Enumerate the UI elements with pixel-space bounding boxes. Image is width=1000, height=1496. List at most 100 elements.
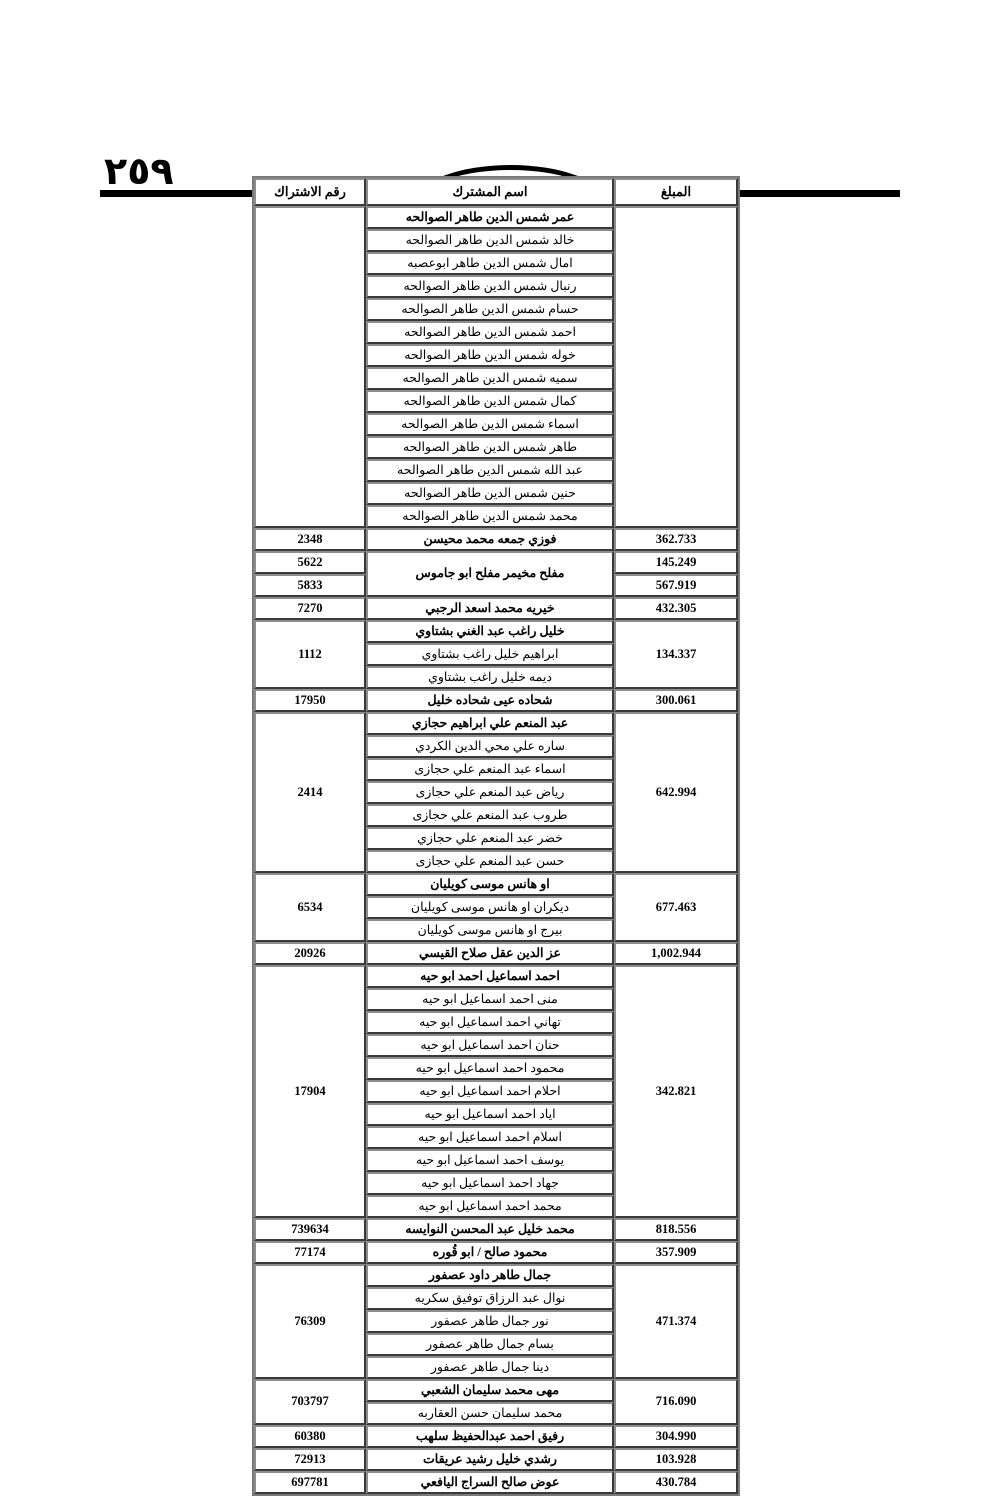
subscription-number-cell: 2414 [254,712,366,873]
subscriber-name-cell: محمد احمد اسماعيل ابو حيه [366,1195,614,1218]
amount-cell: 642.994 [614,712,738,873]
subscriber-name-cell: محمود احمد اسماعيل ابو حيه [366,1057,614,1080]
table-row: اياد احمد اسماعيل ابو حيه [254,1103,738,1126]
table-row: اسماء شمس الدين طاهر الصوالحه [254,413,738,436]
table-row: ساره علي محي الدين الكردي [254,735,738,758]
subscriber-name-cell: سميه شمس الدين طاهر الصوالحه [366,367,614,390]
table-row: طروب عبد المنعم علي حجازى [254,804,738,827]
subscriber-name-cell: مهى محمد سليمان الشعبي [366,1379,614,1402]
column-header-name: اسم المشترك [366,178,614,206]
table-row: احمد شمس الدين طاهر الصوالحه [254,321,738,344]
subscriber-name-cell: اسماء عبد المنعم علي حجازى [366,758,614,781]
table-row: نوال عبد الرزاق توفيق سكريه [254,1287,738,1310]
table-row: جهاد احمد اسماعيل ابو حيه [254,1172,738,1195]
subscriber-name-cell: محمد خليل عبد المحسن النوايسه [366,1218,614,1241]
subscriber-name-cell: منى احمد اسماعيل ابو حيه [366,988,614,1011]
subscriber-name-cell: ديمه خليل راغب بشتاوي [366,666,614,689]
subscribers-table: المبلغ اسم المشترك رقم الاشتراك عمر شمس … [252,176,740,1496]
subscriber-name-cell: خيريه محمد اسعد الرجبي [366,597,614,620]
table-row: 677.463 او هانس موسى كويليان 6534 [254,873,738,942]
subscription-number-cell: 60380 [254,1425,366,1448]
subscription-number-cell: 17950 [254,689,366,712]
table-row: محمد احمد اسماعيل ابو حيه [254,1195,738,1218]
subscriber-name-cell: عمر شمس الدين طاهر الصوالحه [366,206,614,229]
subscriber-name-cell: ابراهيم خليل راغب بشتاوي [366,643,614,666]
page-header: ٢٥٩ الجريدة الرسمية [0,78,1000,237]
table-row: عبد الله شمس الدين طاهر الصوالحه [254,459,738,482]
amount-cell: 304.990 [614,1425,738,1448]
table-row: 145.249 مفلح مخيمر مفلح ابو جاموس 5622 [254,551,738,597]
subscription-number-cell: 7270 [254,597,366,620]
table-header-row: المبلغ اسم المشترك رقم الاشتراك [254,178,738,206]
subscriber-name-cell: احمد شمس الدين طاهر الصوالحه [366,321,614,344]
table-row: خالد شمس الدين طاهر الصوالحه [254,229,738,252]
subscriber-name-cell: يوسف احمد اسماعيل ابو حيه [366,1149,614,1172]
subscriber-name-cell: محمد سليمان حسن العقاربه [366,1402,614,1425]
table-row: تهاني احمد اسماعيل ابو حيه [254,1011,738,1034]
amount-cell: 145.249 [614,551,738,574]
table-row: نور جمال طاهر عصفور [254,1310,738,1333]
table-row: 471.374 جمال طاهر داود عصفور 76309 [254,1264,738,1379]
subscriber-name-cell: رشدي خليل رشيد عريقات [366,1448,614,1471]
subscriber-name-cell: اسلام احمد اسماعيل ابو حيه [366,1126,614,1149]
table-row: 567.919 5833 [254,574,738,597]
table-row: عمر شمس الدين طاهر الصوالحه [254,206,738,528]
table-row: 134.337 خليل راغب عبد الغني بشتاوي 1112 [254,620,738,689]
subscriber-name-cell: دينا جمال طاهر عصفور [366,1356,614,1379]
subscription-number-cell: 697781 [254,1471,366,1494]
subscriber-name-cell: خليل راغب عبد الغني بشتاوي [366,620,614,643]
subscription-number-cell: 17904 [254,965,366,1218]
subscriber-name-cell: خضر عبد المنعم علي حجازي [366,827,614,850]
table-row: 103.928 رشدي خليل رشيد عريقات 72913 [254,1448,738,1471]
table-row: حسام شمس الدين طاهر الصوالحه [254,298,738,321]
subscribers-table-container: المبلغ اسم المشترك رقم الاشتراك عمر شمس … [252,176,740,1496]
subscriber-name-cell: كمال شمس الدين طاهر الصوالحه [366,390,614,413]
amount-cell: 134.337 [614,620,738,689]
subscriber-name-cell: رنبال شمس الدين طاهر الصوالحه [366,275,614,298]
table-row: حنين شمس الدين طاهر الصوالحه [254,482,738,505]
subscriber-name-cell: تهاني احمد اسماعيل ابو حيه [366,1011,614,1034]
amount-cell: 430.784 [614,1471,738,1494]
table-row: 342.821 احمد اسماعيل احمد ابو حيه 17904 [254,965,738,1218]
subscriber-name-cell: طاهر شمس الدين طاهر الصوالحه [366,436,614,459]
subscriber-name-cell: خالد شمس الدين طاهر الصوالحه [366,229,614,252]
subscriber-name-cell: اسماء شمس الدين طاهر الصوالحه [366,413,614,436]
amount-cell-empty [614,206,738,528]
subscriber-name-cell: نور جمال طاهر عصفور [366,1310,614,1333]
amount-cell: 432.305 [614,597,738,620]
table-row: خوله شمس الدين طاهر الصوالحه [254,344,738,367]
subscriber-name-cell: رفيق احمد عبدالحفيظ سلهب [366,1425,614,1448]
subscriber-name-cell: نوال عبد الرزاق توفيق سكريه [366,1287,614,1310]
subscription-number-cell: 76309 [254,1264,366,1379]
table-row: يوسف احمد اسماعيل ابو حيه [254,1149,738,1172]
subscription-number-cell: 2348 [254,528,366,551]
subscriber-name-cell: اياد احمد اسماعيل ابو حيه [366,1103,614,1126]
column-header-subscription-number: رقم الاشتراك [254,178,366,206]
table-row: امال شمس الدين طاهر ابوعصبه [254,252,738,275]
subscription-number-cell: 5622 [254,551,366,574]
subscription-number-cell: 77174 [254,1241,366,1264]
table-row: اسماء عبد المنعم علي حجازى [254,758,738,781]
subscription-number-cell: 5833 [254,574,366,597]
table-row: ديكران او هانس موسى كويليان [254,896,738,919]
amount-cell: 677.463 [614,873,738,942]
table-row: 300.061 شحاده عيى شحاده خليل 17950 [254,689,738,712]
table-row: 1,002.944 عز الدين عقل صلاح القيسي 20926 [254,942,738,965]
table-row: 362.733 فوزي جمعه محمد محيسن 2348 [254,528,738,551]
subscription-number-cell: 6534 [254,873,366,942]
subscriber-name-cell: جمال طاهر داود عصفور [366,1264,614,1287]
subscriber-name-cell: احلام احمد اسماعيل ابو حيه [366,1080,614,1103]
table-row: دينا جمال طاهر عصفور [254,1356,738,1379]
table-row: 430.784 عوض صالح السراج اليافعي 697781 [254,1471,738,1494]
subscriber-name-cell: بسام جمال طاهر عصفور [366,1333,614,1356]
subscriber-name-cell: محمود صالح / ابو قُوره [366,1241,614,1264]
table-row: ديمه خليل راغب بشتاوي [254,666,738,689]
amount-cell: 342.821 [614,965,738,1218]
subscriber-name-cell: رياض عبد المنعم علي حجازى [366,781,614,804]
subscriber-name-cell: ساره علي محي الدين الكردي [366,735,614,758]
amount-cell: 567.919 [614,574,738,597]
subscriber-name-cell: حنين شمس الدين طاهر الصوالحه [366,482,614,505]
amount-cell: 818.556 [614,1218,738,1241]
subscription-number-cell: 739634 [254,1218,366,1241]
amount-cell: 103.928 [614,1448,738,1471]
